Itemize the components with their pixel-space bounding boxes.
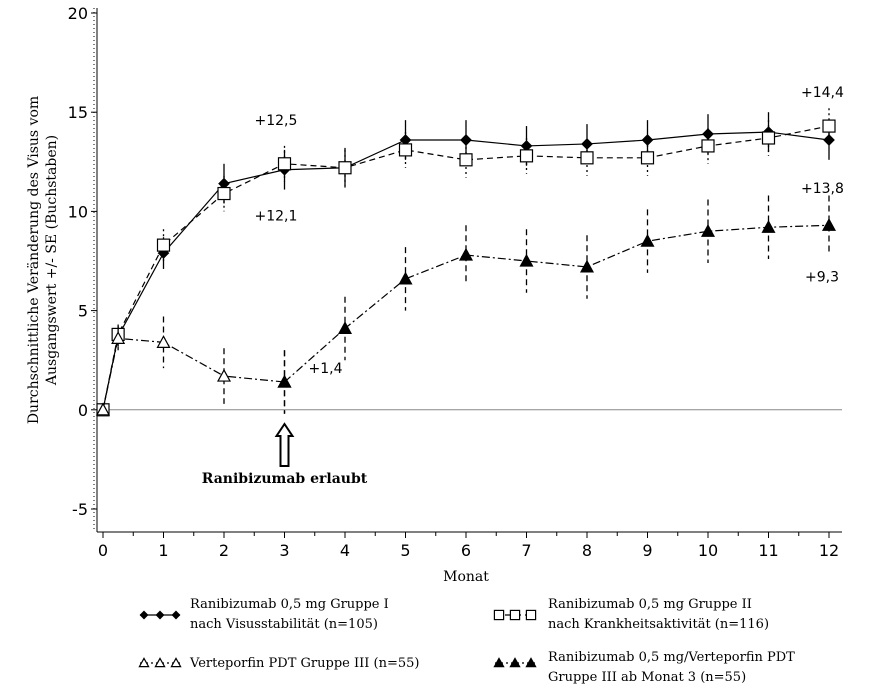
filled-triangle-marker xyxy=(509,657,521,668)
legend-label-line1: Ranibizumab 0,5 mg Gruppe II xyxy=(548,597,752,612)
annotation-label: +9,3 xyxy=(805,269,839,285)
x-tick-label: 11 xyxy=(758,541,778,560)
open-triangle-marker xyxy=(156,335,171,348)
square-marker xyxy=(580,151,594,165)
legend-item-4: Ranibizumab 0,5 mg/Verteporfin PDT Gruppe… xyxy=(493,650,795,685)
square-marker xyxy=(398,143,413,157)
annotation-label: +12,5 xyxy=(255,113,298,129)
square-marker xyxy=(509,609,521,621)
square-marker xyxy=(459,153,473,167)
square-marker xyxy=(822,119,836,133)
filled-triangle-marker xyxy=(579,259,595,273)
legend: Ranibizumab 0,5 mg Gruppe I nach Visussta… xyxy=(138,597,795,685)
x-ticks: 0 1 2 3 4 5 6 7 8 9 10 11 12 xyxy=(98,532,839,560)
filled-triangle-marker xyxy=(640,233,655,247)
annotation-label: +12,1 xyxy=(255,209,298,225)
open-triangle-marker xyxy=(154,657,166,668)
annotation-label: +14,4 xyxy=(801,85,844,101)
y-ticks: -5 0 5 10 15 20 xyxy=(68,4,97,519)
x-tick-label: 1 xyxy=(158,541,168,560)
legend-label-line1: Verteporfin PDT Gruppe III (n=55) xyxy=(189,656,419,671)
x-tick-label: 10 xyxy=(698,541,718,560)
y-axis-label-line1: Durchschnittliche Veränderung des Visus … xyxy=(26,96,42,424)
y-tick-label: 10 xyxy=(68,202,88,221)
open-triangle-marker xyxy=(138,657,150,668)
x-tick-label: 8 xyxy=(582,541,592,560)
y-axis-label: Durchschnittliche Veränderung des Visus … xyxy=(26,96,60,424)
diamond-marker xyxy=(155,610,165,620)
annotations: +12,5 +12,1 +14,4 +13,8 +9,3 +1,4 xyxy=(255,85,844,377)
square-marker xyxy=(701,139,715,153)
open-triangle-marker xyxy=(95,402,111,416)
arrow-label: Ranibizumab erlaubt xyxy=(202,471,368,487)
x-tick-label: 6 xyxy=(461,541,471,560)
legend-item-1: Ranibizumab 0,5 mg Gruppe I nach Visussta… xyxy=(139,597,389,632)
x-tick-label: 9 xyxy=(642,541,652,560)
legend-label-line2: Gruppe III ab Monat 3 (n=55) xyxy=(548,670,746,685)
series-line xyxy=(102,125,830,410)
diamond-marker xyxy=(171,610,181,620)
diamond-marker xyxy=(460,134,472,146)
series-line xyxy=(284,224,830,383)
x-tick-label: 0 xyxy=(98,541,108,560)
annotation-label: +13,8 xyxy=(801,181,844,197)
filled-triangle-marker xyxy=(761,220,776,233)
open-triangle-marker xyxy=(216,368,232,382)
square-marker xyxy=(493,609,505,621)
open-triangle-marker xyxy=(111,331,126,344)
y-tick-label: 20 xyxy=(68,4,88,23)
square-marker xyxy=(640,151,655,165)
square-marker xyxy=(338,161,352,175)
x-axis-label: Monat xyxy=(443,569,489,585)
legend-item-2: Ranibizumab 0,5 mg Gruppe II nach Krankhe… xyxy=(493,597,769,632)
annotation-label: +1,4 xyxy=(309,361,343,377)
square-marker xyxy=(525,609,537,621)
filled-triangle-marker xyxy=(700,223,716,237)
x-tick-label: 4 xyxy=(340,541,350,560)
square-marker xyxy=(519,149,534,163)
square-marker xyxy=(277,157,292,171)
legend-label-line1: Ranibizumab 0,5 mg Gruppe I xyxy=(190,597,389,612)
legend-label-line1: Ranibizumab 0,5 mg/Verteporfin PDT xyxy=(548,650,795,665)
y-tick-label: -5 xyxy=(72,500,88,519)
x-tick-label: 5 xyxy=(400,541,410,560)
filled-triangle-marker xyxy=(821,218,837,231)
up-arrow-icon xyxy=(274,422,295,467)
square-marker xyxy=(217,186,231,201)
filled-triangle-marker xyxy=(398,271,413,285)
series-4 xyxy=(277,195,837,414)
series-layer xyxy=(95,108,837,417)
ranibizumab-arrow: Ranibizumab erlaubt xyxy=(202,422,368,487)
legend-label-line2: nach Krankheitsaktivität (n=116) xyxy=(548,617,769,632)
diamond-marker xyxy=(139,610,149,620)
series-3 xyxy=(95,316,292,416)
filled-triangle-marker xyxy=(525,657,537,668)
open-triangle-marker xyxy=(170,657,182,668)
y-tick-label: 0 xyxy=(78,401,88,420)
legend-item-3: Verteporfin PDT Gruppe III (n=55) xyxy=(138,656,419,671)
series-2 xyxy=(96,108,836,417)
series-line xyxy=(102,131,830,410)
filled-triangle-marker xyxy=(337,321,353,335)
x-tick-label: 7 xyxy=(521,541,531,560)
diamond-marker xyxy=(581,138,593,150)
y-tick-label: 5 xyxy=(78,302,88,321)
filled-triangle-marker xyxy=(493,657,505,668)
filled-triangle-marker xyxy=(458,247,474,261)
filled-triangle-marker xyxy=(519,253,534,267)
x-tick-label: 2 xyxy=(219,541,229,560)
y-tick-label: 15 xyxy=(68,103,88,122)
y-axis-label-line2: Ausgangswert +/- SE (Buchstaben) xyxy=(44,135,60,386)
x-tick-label: 3 xyxy=(279,541,289,560)
square-marker xyxy=(761,131,776,145)
series-line xyxy=(102,337,285,410)
square-marker xyxy=(156,238,171,252)
legend-label-line2: nach Visusstabilität (n=105) xyxy=(190,617,378,632)
x-tick-label: 12 xyxy=(819,541,839,560)
filled-triangle-marker xyxy=(277,374,292,388)
